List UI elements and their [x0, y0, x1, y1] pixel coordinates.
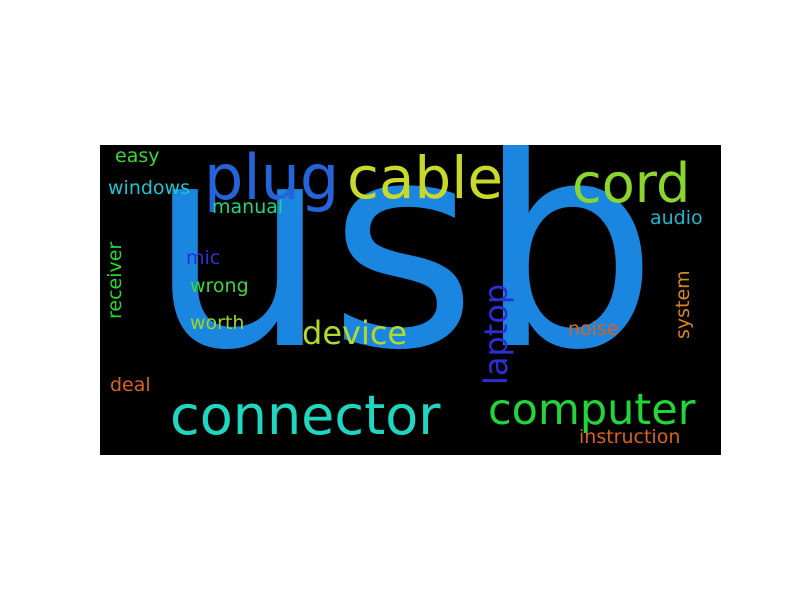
word-cord: cord: [572, 152, 691, 215]
word-usb: usb: [148, 145, 659, 413]
word-manual: manual: [212, 196, 284, 218]
word-connector: connector: [170, 384, 441, 447]
word-instruction: instruction: [579, 426, 681, 448]
word-worth: worth: [190, 312, 245, 334]
word-mic: mic: [186, 247, 221, 269]
word-laptop: laptop: [477, 283, 515, 385]
word-windows: windows: [108, 177, 190, 199]
word-audio: audio: [650, 207, 703, 229]
word-noise: noise: [568, 318, 619, 340]
word-cloud: usb plug cable cord connector computer d…: [100, 145, 721, 455]
word-deal: deal: [110, 374, 151, 396]
word-easy: easy: [115, 145, 160, 167]
word-receiver: receiver: [104, 241, 126, 319]
word-system: system: [672, 270, 694, 339]
word-computer: computer: [488, 385, 696, 435]
word-device: device: [302, 314, 408, 352]
word-plug: plug: [204, 145, 340, 214]
word-cable: cable: [347, 145, 504, 212]
word-wrong: wrong: [190, 275, 249, 297]
